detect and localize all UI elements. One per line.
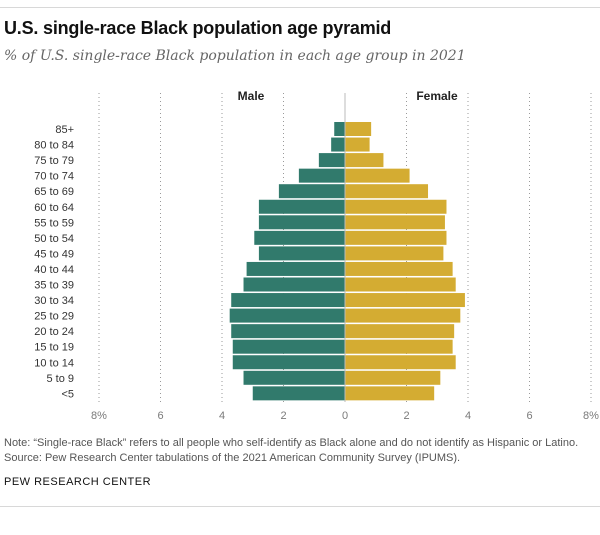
female-bar	[345, 324, 455, 339]
male-bar	[232, 339, 345, 354]
age-group-label: 20 to 24	[34, 326, 74, 338]
legend-male: Male	[238, 89, 265, 103]
age-group-label: 40 to 44	[34, 264, 74, 276]
age-group-label: 70 to 74	[34, 171, 74, 183]
male-bar	[258, 215, 345, 230]
female-bar	[345, 308, 461, 323]
source-text: Source: Pew Research Center tabulations …	[4, 452, 461, 464]
female-bar	[345, 168, 410, 183]
chart-subtitle: % of U.S. single-race Black population i…	[4, 48, 466, 64]
female-bar	[345, 277, 456, 292]
credit-line: PEW RESEARCH CENTER	[4, 476, 152, 488]
x-tick-label: 2	[280, 410, 286, 422]
age-group-label: 30 to 34	[34, 295, 74, 307]
male-bar	[258, 199, 345, 214]
note-text: Note: “Single-race Black” refers to all …	[4, 437, 579, 449]
female-bar	[345, 386, 435, 401]
male-bar	[243, 277, 345, 292]
male-bar	[331, 137, 345, 152]
age-group-label: 10 to 14	[34, 357, 74, 369]
age-group-label: 45 to 49	[34, 248, 74, 260]
age-group-label: 65 to 69	[34, 186, 74, 198]
age-group-label: <5	[61, 388, 74, 400]
x-tick-label: 6	[157, 410, 163, 422]
age-group-label: 80 to 84	[34, 140, 74, 152]
male-bar	[318, 153, 345, 168]
female-bar	[345, 153, 384, 168]
male-bar	[231, 293, 345, 308]
male-bar	[278, 184, 345, 199]
male-bar	[252, 386, 345, 401]
top-rule	[0, 7, 600, 8]
x-tick-label: 4	[219, 410, 225, 422]
x-tick-label: 8%	[583, 410, 599, 422]
female-bar	[345, 137, 370, 152]
age-group-label: 25 to 29	[34, 311, 74, 323]
male-bar	[229, 308, 345, 323]
female-bar	[345, 355, 456, 370]
female-bar	[345, 122, 372, 136]
male-bar	[246, 261, 345, 276]
male-bar	[334, 122, 345, 136]
female-bar	[345, 184, 429, 199]
male-bar	[258, 246, 345, 261]
x-tick-label: 8%	[91, 410, 107, 422]
age-group-label: 35 to 39	[34, 280, 74, 292]
male-bar	[232, 355, 345, 370]
legend-female: Female	[416, 89, 458, 103]
chart-title: U.S. single-race Black population age py…	[4, 18, 392, 38]
x-tick-label: 0	[342, 410, 348, 422]
age-group-label: 5 to 9	[46, 373, 74, 385]
age-group-label: 55 to 59	[34, 217, 74, 229]
male-bar	[231, 324, 345, 339]
x-tick-label: 2	[403, 410, 409, 422]
pyramid-chart: 85+ 80 to 84 75 to 79 70 to 74 65 to 69 60 to…	[34, 89, 599, 422]
female-bar	[345, 246, 444, 261]
age-group-label: 50 to 54	[34, 233, 74, 245]
female-bar	[345, 370, 441, 385]
age-group-label: 15 to 19	[34, 342, 74, 354]
bottom-rule	[0, 506, 600, 507]
female-bar	[345, 261, 453, 276]
chart-notes: Note: “Single-race Black” refers to all …	[4, 436, 578, 466]
male-bar	[254, 230, 345, 245]
female-bar	[345, 230, 447, 245]
female-bar	[345, 293, 465, 308]
x-tick-label: 6	[526, 410, 532, 422]
female-bar	[345, 199, 447, 214]
female-bar	[345, 215, 445, 230]
age-group-label: 75 to 79	[34, 155, 74, 167]
age-group-label: 60 to 64	[34, 202, 74, 214]
male-bar	[298, 168, 345, 183]
female-bar	[345, 339, 453, 354]
age-group-label: 85+	[55, 124, 74, 136]
male-bar	[243, 370, 345, 385]
x-tick-label: 4	[465, 410, 471, 422]
